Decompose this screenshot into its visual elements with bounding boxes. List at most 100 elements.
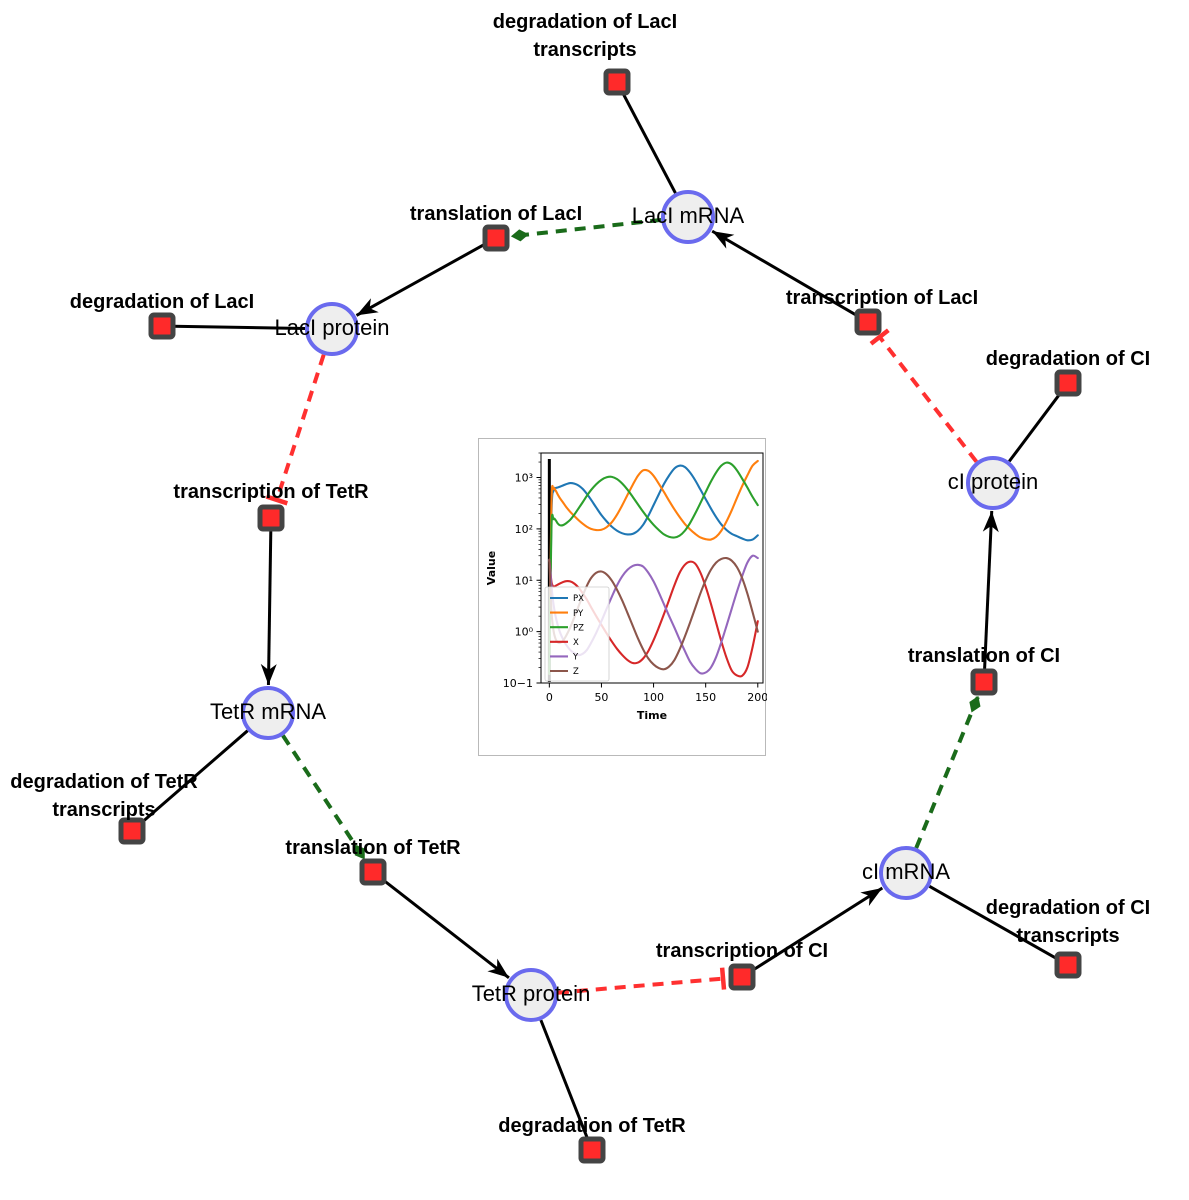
reaction-node-deg_tetr[interactable] <box>578 1136 606 1164</box>
edge-substrate[interactable] <box>1008 390 1063 463</box>
reaction-node-deg_laci[interactable] <box>148 312 176 340</box>
chart-xtick-label: 50 <box>594 691 608 704</box>
species-node-ci_protein[interactable] <box>966 456 1020 510</box>
edge-product[interactable] <box>750 881 886 973</box>
chart-ytick-label: 10⁰ <box>515 626 534 639</box>
species-label-laci_protein: LacI protein <box>275 315 390 340</box>
chart-xtick-label: 200 <box>747 691 767 704</box>
edge-inhibitor[interactable] <box>869 328 979 463</box>
timecourse-chart-inset: 10−1 10⁰ 10¹ 10² 10³ 0 50 100 150 200 Time Value PX P… <box>478 438 767 756</box>
edge-inhibitor[interactable] <box>557 967 727 995</box>
edge-product[interactable] <box>982 510 1000 672</box>
chart-legend-label-X: X <box>573 638 579 648</box>
reaction-square[interactable] <box>578 1136 606 1164</box>
reaction-label-deg_tetr: degradation of TetR <box>498 1115 686 1137</box>
edge-modifier[interactable] <box>281 734 370 863</box>
species-node-laci_mrna[interactable] <box>661 190 715 244</box>
arrowhead-inhibit-bar <box>869 328 890 346</box>
species-label-tetr_protein: TetR protein <box>472 981 591 1006</box>
reaction-label-deg_tetr_transcripts: degradation of TetR transcripts <box>10 771 198 821</box>
reaction-square[interactable] <box>1054 951 1082 979</box>
species-circle[interactable] <box>966 456 1020 510</box>
arrowhead-diamond <box>969 695 981 713</box>
chart-xtick-label: 100 <box>643 691 664 704</box>
reaction-label-transcr_laci: transcription of LacI <box>786 287 978 309</box>
edge-inhibitor[interactable] <box>265 354 326 506</box>
edge-product[interactable] <box>353 242 488 322</box>
reaction-square[interactable] <box>359 858 387 886</box>
chart-legend-label-PY: PY <box>573 609 584 619</box>
reaction-node-deg_ci[interactable] <box>1054 369 1082 397</box>
chart-series-PY <box>548 459 759 676</box>
species-label-tetr_mrna: TetR mRNA <box>210 699 326 724</box>
species-circle[interactable] <box>879 846 933 900</box>
chart-plot-frame <box>540 452 764 684</box>
species-node-laci_protein[interactable] <box>305 302 359 356</box>
edge-modifier[interactable] <box>510 217 662 242</box>
arrowhead-diamond <box>510 229 529 242</box>
chart-ytick-label: 10−1 <box>503 677 533 690</box>
reaction-label-deg_ci: degradation of CI <box>986 348 1150 370</box>
arrowhead-triangle <box>860 887 883 906</box>
arrowhead-triangle <box>982 510 999 533</box>
reaction-square[interactable] <box>1054 369 1082 397</box>
chart-legend-box <box>544 586 610 682</box>
reaction-node-deg_tetr_transcripts[interactable] <box>118 817 146 845</box>
reaction-label-deg_laci_transcripts: degradation of LacI transcripts <box>493 11 677 61</box>
reaction-label-transl_laci: translation of LacI <box>410 203 582 225</box>
chart-series-PZ <box>548 461 759 676</box>
chart-legend-label-PX: PX <box>573 594 584 604</box>
species-node-tetr_protein[interactable] <box>504 968 558 1022</box>
species-circle[interactable] <box>504 968 558 1022</box>
chart-xlabel: Time <box>637 709 667 722</box>
species-node-ci_mrna[interactable] <box>879 846 933 900</box>
species-label-ci_protein: cI protein <box>948 469 1039 494</box>
edge-substrate[interactable] <box>172 324 306 331</box>
reaction-label-transl_ci: translation of CI <box>908 645 1060 667</box>
reaction-square[interactable] <box>728 963 756 991</box>
reaction-square[interactable] <box>603 68 631 96</box>
reaction-node-transl_ci[interactable] <box>970 668 998 696</box>
reaction-square[interactable] <box>482 224 510 252</box>
reaction-square[interactable] <box>970 668 998 696</box>
arrowhead-triangle <box>712 231 735 249</box>
edge-product[interactable] <box>260 528 277 686</box>
reaction-node-transcr_ci[interactable] <box>728 963 756 991</box>
species-circle[interactable] <box>661 190 715 244</box>
species-circle[interactable] <box>305 302 359 356</box>
reaction-square[interactable] <box>148 312 176 340</box>
reaction-label-deg_ci_transcripts: degradation of CI transcripts <box>986 897 1150 947</box>
edge-substrate[interactable] <box>620 91 677 194</box>
edge-product[interactable] <box>708 224 860 318</box>
arrowhead-triangle <box>260 663 277 686</box>
species-label-ci_mrna: cI mRNA <box>862 859 950 884</box>
species-node-tetr_mrna[interactable] <box>241 686 295 740</box>
chart-xtick-label: 0 <box>546 691 553 704</box>
reaction-node-transl_tetr[interactable] <box>359 858 387 886</box>
arrowhead-triangle <box>487 958 509 978</box>
reaction-node-transl_laci[interactable] <box>482 224 510 252</box>
edge-product[interactable] <box>380 877 514 984</box>
reaction-square[interactable] <box>257 504 285 532</box>
reaction-node-deg_ci_transcripts[interactable] <box>1054 951 1082 979</box>
reaction-label-deg_laci: degradation of LacI <box>70 291 254 313</box>
arrowhead-inhibit-bar <box>719 967 727 990</box>
chart-ytick-label: 10² <box>515 523 533 536</box>
reaction-node-transcr_tetr[interactable] <box>257 504 285 532</box>
chart-ytick-label: 10¹ <box>515 574 533 587</box>
edge-modifier[interactable] <box>914 694 984 849</box>
edge-substrate[interactable] <box>139 729 249 825</box>
chart-legend: PX PY PZ XYZ <box>544 586 610 682</box>
species-circle[interactable] <box>241 686 295 740</box>
reaction-node-deg_laci_transcripts[interactable] <box>603 68 631 96</box>
chart-series-PX <box>548 464 759 676</box>
reaction-node-transcr_laci[interactable] <box>854 308 882 336</box>
edge-substrate[interactable] <box>928 885 1060 961</box>
reaction-square[interactable] <box>854 308 882 336</box>
reaction-square[interactable] <box>118 817 146 845</box>
edge-substrate[interactable] <box>539 1019 590 1141</box>
chart-legend-label-Z: Z <box>573 667 579 677</box>
chart-legend-label-Y: Y <box>572 653 579 663</box>
